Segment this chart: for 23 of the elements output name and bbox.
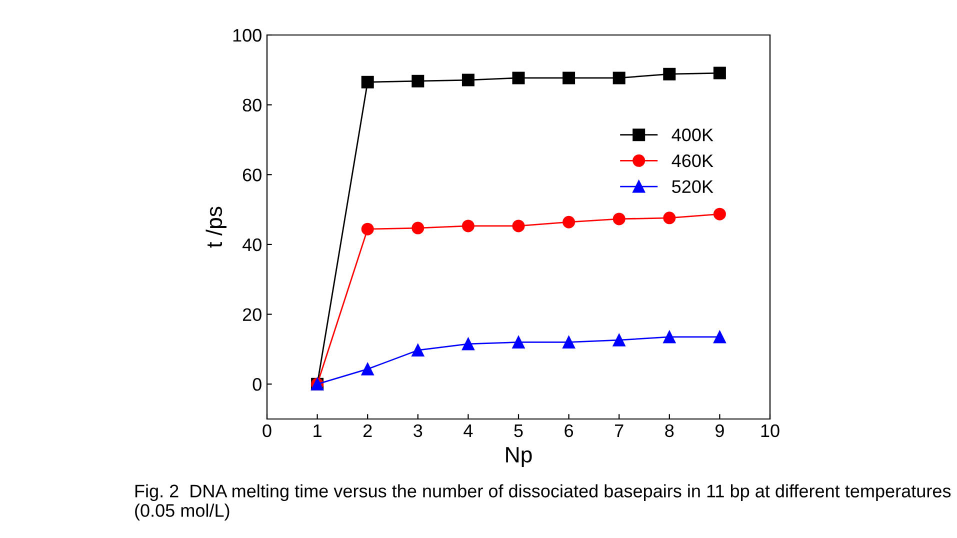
x-tick-label: 1 bbox=[314, 424, 322, 437]
y-tick-label: 40 bbox=[242, 238, 262, 252]
legend-label: 400K bbox=[672, 128, 714, 142]
x-tick-label: 7 bbox=[615, 424, 624, 437]
x-tick-label: 2 bbox=[363, 424, 372, 437]
x-tick-label: 8 bbox=[665, 424, 674, 438]
y-tick-label: 60 bbox=[242, 168, 262, 182]
x-tick-label: 9 bbox=[716, 424, 724, 438]
caption: Fig. 2 DNA melting time versus the number of dissociated basepairs in 11 bp at different temperatures (0.05 mol/L) bbox=[135, 484, 951, 520]
x-tick-label: 0 bbox=[262, 424, 272, 438]
y-tick-label: 20 bbox=[242, 308, 262, 321]
legend-label: 520K bbox=[672, 180, 714, 194]
x-tick-label: 5 bbox=[514, 424, 523, 438]
x-tick-label: 3 bbox=[414, 424, 422, 438]
y-tick-label: 100 bbox=[233, 28, 262, 42]
x-axis-title: Np bbox=[506, 447, 532, 467]
x-tick-label: 10 bbox=[761, 424, 780, 438]
y-tick-label: 80 bbox=[242, 98, 262, 112]
y-axis-title: t /ps bbox=[206, 206, 226, 248]
legend-label: 460K bbox=[672, 154, 714, 168]
y-tick-label: 0 bbox=[252, 378, 262, 391]
x-tick-label: 4 bbox=[464, 424, 473, 437]
x-tick-label: 6 bbox=[564, 424, 574, 438]
